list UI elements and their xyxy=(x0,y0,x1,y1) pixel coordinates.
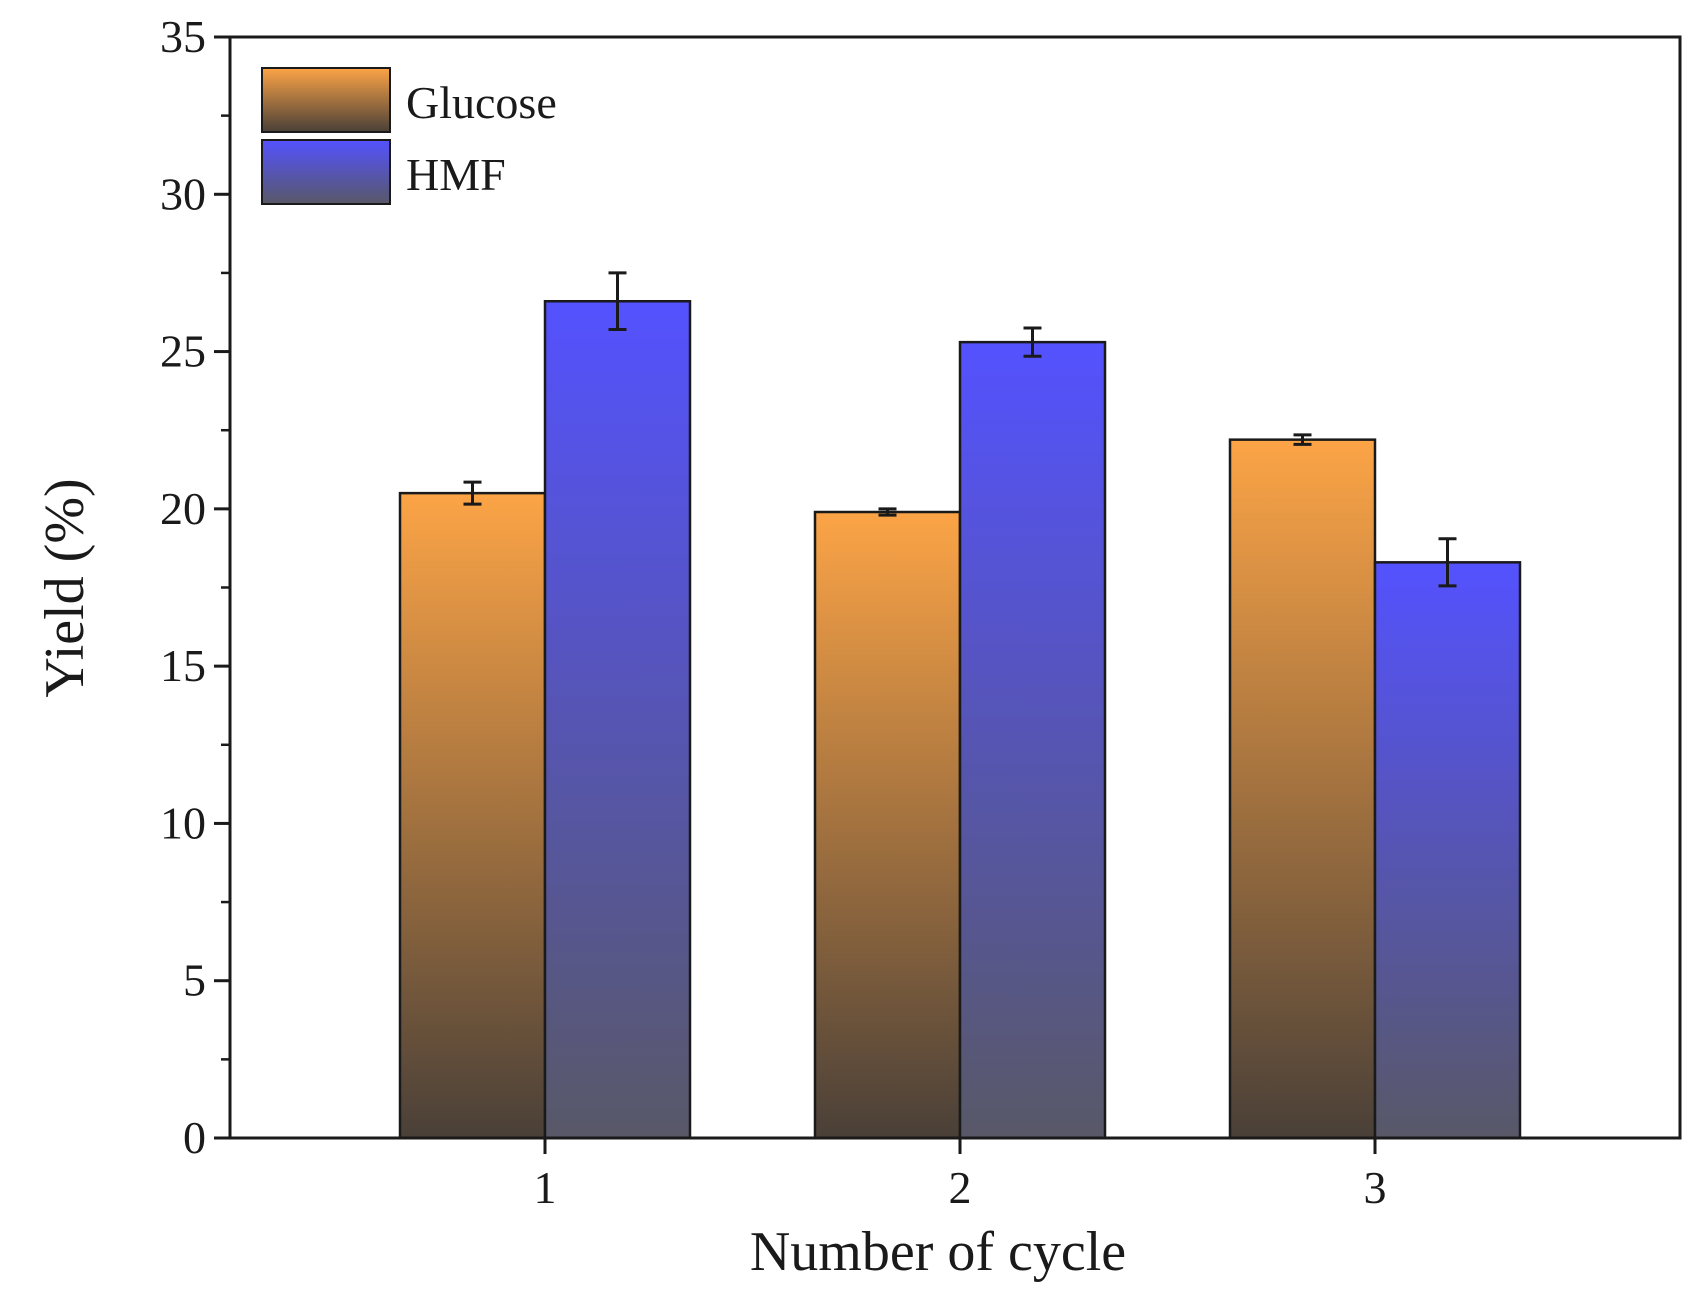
y-tick-label: 0 xyxy=(183,1112,206,1163)
bar-hmf-cycle-2 xyxy=(958,340,1107,1140)
y-tick-label: 5 xyxy=(183,955,206,1006)
error-bar-hmf-cycle-3 xyxy=(1438,537,1457,588)
error-bars-group xyxy=(463,271,1457,588)
y-tick-label: 30 xyxy=(160,168,206,219)
error-bar-glucose-cycle-2 xyxy=(878,507,897,517)
error-bar-hmf-cycle-1 xyxy=(608,271,627,332)
legend-label-glucose: Glucose xyxy=(406,77,557,128)
x-tick-label: 2 xyxy=(949,1162,972,1213)
y-tick-label: 20 xyxy=(160,483,206,534)
legend-swatch-glucose xyxy=(261,67,391,133)
bar-glucose-cycle-1 xyxy=(398,491,547,1140)
y-tick-label: 15 xyxy=(160,640,206,691)
x-axis-ticks: 1 2 3 xyxy=(534,1138,1387,1213)
bar-glucose-cycle-3 xyxy=(1228,438,1377,1140)
error-bar-glucose-cycle-1 xyxy=(463,480,482,506)
x-axis-title: Number of cycle xyxy=(750,1221,1126,1283)
y-tick-label: 35 xyxy=(160,11,206,62)
x-tick-label: 3 xyxy=(1364,1162,1387,1213)
error-bar-glucose-cycle-3 xyxy=(1293,433,1312,446)
y-axis-title: Yield (%) xyxy=(34,478,96,697)
bar-hmf-cycle-3 xyxy=(1373,561,1522,1140)
legend-label-hmf: HMF xyxy=(406,149,506,200)
y-axis-ticks: 0 5 10 15 20 25 30 35 xyxy=(160,11,230,1163)
y-tick-label: 25 xyxy=(160,326,206,377)
legend: Glucose HMF xyxy=(261,67,557,205)
error-bar-hmf-cycle-2 xyxy=(1023,326,1042,358)
bar-hmf-cycle-1 xyxy=(543,299,692,1140)
y-tick-label: 10 xyxy=(160,797,206,848)
bar-glucose-cycle-2 xyxy=(813,510,962,1140)
legend-swatch-hmf xyxy=(261,139,391,205)
x-tick-label: 1 xyxy=(534,1162,557,1213)
bars-group xyxy=(398,299,1522,1140)
